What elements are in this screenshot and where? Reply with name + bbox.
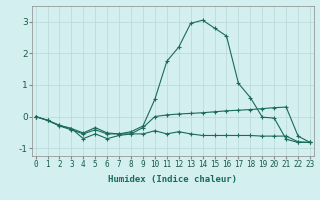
X-axis label: Humidex (Indice chaleur): Humidex (Indice chaleur) bbox=[108, 175, 237, 184]
